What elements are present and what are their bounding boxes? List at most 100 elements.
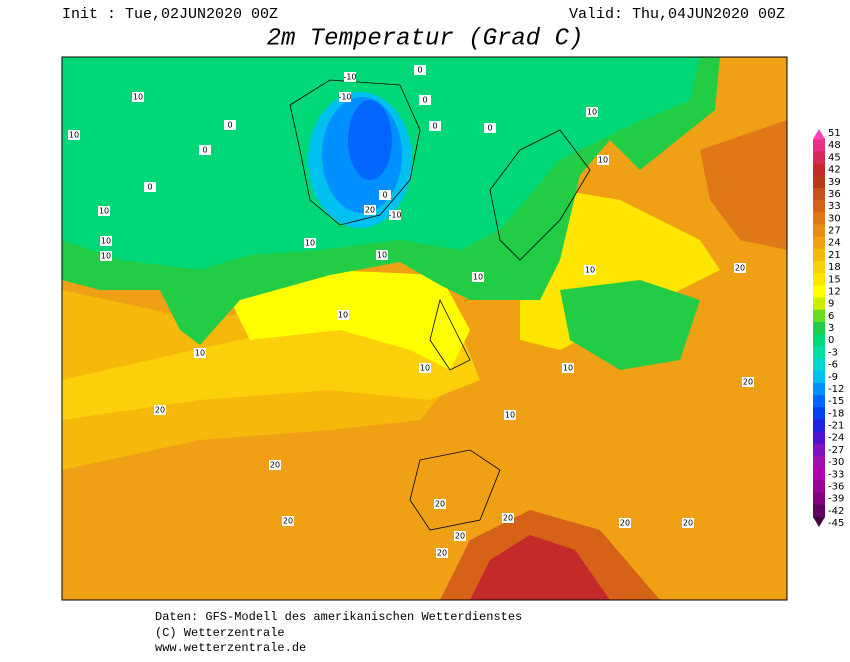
coast-iberia [409,449,501,531]
contour-label: -10 [388,211,401,220]
colorbar-label: 36 [828,189,841,200]
contour-label: 0 [147,183,152,192]
contour-label: 10 [99,207,109,216]
contour-label-box [364,205,376,215]
contour-label: 0 [202,146,207,155]
contour-label: -10 [338,93,351,102]
colorbar-band [813,285,825,299]
contour-label-box [344,72,356,82]
contour-label-box [144,182,156,192]
colorbar-label: -6 [828,360,838,371]
contour-label-box [597,155,609,165]
field-coldest [348,100,392,180]
contour-label-box [472,272,484,282]
coast-greenland [289,79,421,226]
contour-label-box [454,531,466,541]
colorbar-band [813,419,825,433]
contour-label-box [619,518,631,528]
colorbar-band [813,382,825,396]
colorbar-label: -30 [828,457,844,468]
contour-label: 20 [365,206,375,215]
colorbar-band [813,358,825,372]
contour-label-box [100,251,112,261]
contour-label-box [304,238,316,248]
footer-url: www.wetterzentrale.de [155,641,306,655]
colorbar-band [813,139,825,152]
colorbar-label: 27 [828,226,841,237]
contour-label-box [734,263,746,273]
init-time: Init : Tue,02JUN2020 00Z [62,6,278,23]
contour-label: 0 [487,124,492,133]
colorbar-label: 12 [828,286,841,297]
contour-label-box [269,460,281,470]
colorbar-label: 48 [828,140,841,151]
colorbar-label: 3 [828,323,834,334]
colorbar-band [813,346,825,359]
colorbar-cap [813,129,825,140]
contour-label-box [282,516,294,526]
contour-label-box [586,107,598,117]
colorbar-band [813,395,825,408]
colorbar-band [813,334,825,347]
contour-label-box [419,363,431,373]
contour-label-box [484,123,496,133]
colorbar-band [813,297,825,311]
contour-label: 10 [377,251,387,260]
map: 10 10 0 0 0 -10 -10 0 0 0 0 10 10 10 10 10 10 10 10 10 10 10 1… [61,56,788,601]
field-east [560,280,700,370]
colorbar-label: -12 [828,384,844,395]
colorbar-band [813,455,825,469]
contour-label: 10 [338,311,348,320]
colorbar-label: 18 [828,262,841,273]
colorbar-label: -21 [828,421,844,432]
contour-label: 0 [432,122,437,131]
colorbar-band [813,236,825,250]
contour-label-box [194,348,206,358]
contour-label-box [379,190,391,200]
contour-label: 10 [505,411,515,420]
contour-label: 10 [598,156,608,165]
contour-label: 20 [455,532,465,541]
footer-copyright: (C) Wetterzentrale [155,626,285,640]
contour-label: 20 [503,514,513,523]
contour-label-box [68,130,80,140]
contour-label-box [429,121,441,131]
contour-label: 20 [283,517,293,526]
contour-label-box [224,120,236,130]
colorbar-band [813,175,825,189]
colorbar-label: -45 [828,518,844,529]
contour-label-box [98,206,110,216]
contour-label: 0 [422,96,427,105]
colorbar-label: 0 [828,335,834,346]
colorbar-label: 9 [828,299,834,310]
contour-label: 20 [620,519,630,528]
contour-label: 10 [133,93,143,102]
contour-label: 10 [101,237,111,246]
contour-label-box [562,363,574,373]
colorbar-band [813,260,825,274]
contour-label: 10 [587,108,597,117]
colorbar-band [813,248,825,262]
colorbar-band [813,200,825,213]
colorbar-label: -36 [828,481,844,492]
contour-label: 10 [101,252,111,261]
contour-label: 20 [743,378,753,387]
colorbar-label: 33 [828,201,841,212]
colorbar-band [813,224,825,238]
contour-label: 20 [270,461,280,470]
colorbar-label: -24 [828,433,844,444]
contour-label-box [434,499,446,509]
contour-label-box [419,95,431,105]
contour-label: 10 [420,364,430,373]
contour-label-box [132,92,144,102]
contour-label: 10 [563,364,573,373]
contour-label-box [389,210,401,220]
colorbar-label: -15 [828,396,844,407]
field-12 [230,270,470,370]
map-title: 2m Temperatur (Grad C) [267,25,584,52]
contour-label: 10 [305,239,315,248]
contour-label-box [504,410,516,420]
colorbar-label: 6 [828,311,834,322]
footer-source: Daten: GFS-Modell des amerikanischen Wet… [155,610,522,624]
